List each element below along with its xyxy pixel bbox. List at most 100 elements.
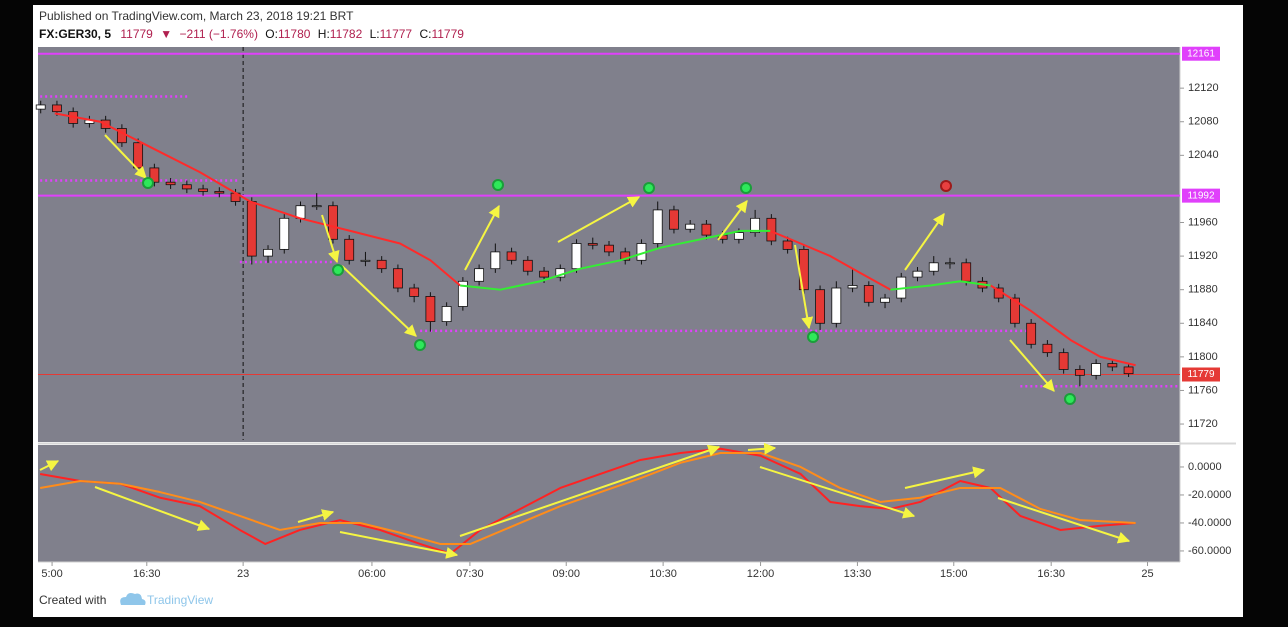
- candle-body: [1074, 369, 1085, 376]
- candle-body: [815, 289, 825, 324]
- candle-body: [571, 243, 582, 270]
- candle-body: [490, 251, 501, 270]
- oscillator-line: [39, 451, 1136, 545]
- candle-body: [165, 181, 176, 186]
- candle-body: [652, 209, 663, 244]
- candle-body: [246, 201, 257, 257]
- brand: TradingView: [147, 593, 213, 607]
- candle-body: [961, 262, 972, 282]
- arrow: [341, 265, 417, 337]
- oscillator-pane: [38, 445, 1180, 562]
- y-tick-label: 12120: [1188, 82, 1219, 94]
- arrow: [104, 134, 147, 179]
- candle-body: [701, 223, 712, 236]
- candle-body: [474, 268, 485, 282]
- marks: 11720 11760 11800 11840 11880 11920 11960 12040…: [35, 46, 1231, 580]
- arrow: [557, 196, 641, 243]
- candle-body: [311, 205, 322, 208]
- ohlc-label: C:: [419, 27, 431, 41]
- candle-body: [685, 223, 696, 230]
- candle-body: [149, 167, 160, 183]
- y-tick-label: 12040: [1188, 149, 1219, 161]
- signals: [142, 177, 1076, 405]
- arrow: [904, 466, 986, 489]
- price-level-box: [1182, 46, 1220, 61]
- candle-body: [35, 104, 46, 110]
- candle-body: [1123, 366, 1134, 375]
- change: −211 (−1.76%): [179, 27, 258, 41]
- arrow: [997, 497, 1131, 544]
- symbol: FX:GER30, 5: [39, 27, 111, 41]
- legend-line: FX:GER30, 5 11779 ▼ −211 (−1.76%) O:1178…: [39, 27, 464, 41]
- y2-tick-label: -20.0000: [1188, 489, 1231, 501]
- arrow: [459, 444, 721, 537]
- candle-body: [344, 238, 355, 261]
- candle-body: [425, 296, 436, 322]
- candle-body: [279, 217, 290, 250]
- moving-average: [769, 229, 891, 291]
- candle-body: [409, 287, 420, 297]
- y-tick-label: 12080: [1188, 116, 1219, 128]
- x-tick-label: 12:00: [747, 568, 775, 580]
- arrow: [39, 460, 60, 472]
- y-tick-label: 11720: [1188, 418, 1218, 430]
- brand-logo: [120, 593, 146, 605]
- arrow: [747, 442, 777, 455]
- candle-body: [539, 270, 549, 278]
- ohlc-value: 11779: [431, 27, 464, 41]
- arrow: [794, 244, 814, 330]
- arrow: [94, 486, 211, 531]
- last-price: 11779: [120, 27, 153, 41]
- price-level-box: [1182, 367, 1220, 382]
- price-level-label: 11992: [1187, 190, 1215, 201]
- arrow: [339, 531, 459, 559]
- candle-body: [214, 191, 225, 194]
- candle-body: [1058, 352, 1069, 370]
- x-tick-label: 15:00: [940, 568, 968, 580]
- y-tick-label: 11840: [1188, 317, 1218, 329]
- candle-body: [928, 262, 939, 272]
- x-tick-label: 13:30: [844, 568, 872, 580]
- buy-signal: [142, 177, 154, 189]
- buy-signal: [492, 179, 504, 191]
- header: Published on TradingView.com, March 23, …: [39, 9, 464, 41]
- candle-body: [198, 188, 208, 192]
- annotations: [39, 134, 1131, 559]
- footer: Created with TradingView: [39, 593, 213, 607]
- ohlc-label: H:: [318, 27, 330, 41]
- candle-body: [766, 217, 777, 242]
- arrow: [297, 509, 335, 523]
- ohlc-value: 11777: [380, 27, 413, 41]
- candle-body: [522, 259, 533, 272]
- down-arrow: ▼: [160, 27, 172, 41]
- moving-average: [890, 280, 991, 291]
- candle-body: [945, 262, 955, 265]
- ohlc-value: 11782: [330, 27, 363, 41]
- created-with: Created with: [39, 593, 106, 607]
- price-level-box: [1182, 188, 1220, 203]
- candle-body: [376, 259, 387, 270]
- arrow: [717, 200, 748, 241]
- candle-body: [181, 184, 192, 190]
- candle-body: [750, 217, 761, 233]
- candle-body: [1042, 343, 1053, 354]
- moving-average: [990, 284, 1136, 367]
- x-tick-label: 23: [237, 568, 249, 580]
- candle-body: [1010, 297, 1020, 324]
- candle-body: [847, 285, 858, 289]
- arrow: [464, 204, 500, 271]
- x-tick-label: 09:00: [552, 568, 580, 580]
- x-tick-label: 25: [1141, 568, 1153, 580]
- buy-signal: [332, 264, 344, 276]
- candle-body: [604, 244, 614, 253]
- candle-body: [880, 297, 890, 303]
- y2-tick-label: -60.0000: [1188, 545, 1231, 557]
- candle-body: [782, 240, 793, 250]
- buy-signal: [807, 331, 819, 343]
- candle-body: [133, 142, 144, 169]
- candle-body: [1107, 363, 1118, 368]
- arrow: [1009, 339, 1055, 392]
- x-tick-label: 16:30: [1037, 568, 1065, 580]
